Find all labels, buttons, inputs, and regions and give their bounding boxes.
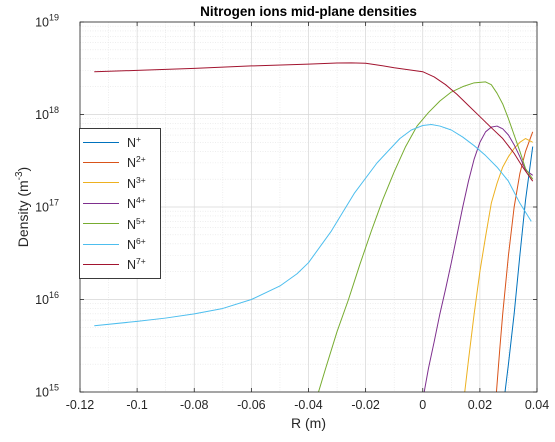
series-line-n3plus: [464, 138, 533, 392]
legend-label: N3+: [127, 174, 146, 191]
x-tick-label: 0: [419, 398, 426, 412]
legend-swatch: [83, 141, 119, 143]
legend-label: N+: [127, 133, 141, 150]
legend-entry: N5+: [80, 214, 160, 234]
x-tick-label: 0.04: [525, 398, 549, 412]
series-group: [94, 62, 534, 392]
legend-swatch: [83, 223, 119, 225]
chart-title: Nitrogen ions mid-plane densities: [200, 4, 417, 19]
legend-swatch: [83, 264, 119, 266]
legend-swatch: [83, 243, 119, 245]
x-tick-label: -0.04: [294, 398, 323, 412]
legend-label: N4+: [127, 195, 146, 212]
series-line-n2plus: [495, 131, 534, 392]
series-line-nplus: [504, 146, 534, 392]
legend-entry: N+: [80, 132, 160, 152]
x-tick-label: -0.08: [180, 398, 209, 412]
legend-swatch: [83, 162, 119, 164]
legend-label: N6+: [127, 235, 146, 252]
x-tick-label: -0.02: [351, 398, 380, 412]
y-tick-label: 1019: [35, 13, 59, 30]
series-line-n4plus: [423, 125, 534, 392]
y-axis-label: Density (m-3): [14, 167, 31, 247]
legend-label: N5+: [127, 215, 146, 232]
legend-entry: N7+: [80, 254, 160, 274]
legend-label: N2+: [127, 154, 146, 171]
series-line-n5plus: [318, 81, 534, 392]
legend-swatch: [83, 202, 119, 204]
y-tick-label: 1018: [35, 105, 59, 122]
legend-swatch: [83, 182, 119, 184]
x-tick-label: -0.06: [237, 398, 266, 412]
legend-entry: N2+: [80, 152, 160, 172]
y-tick-label: 1016: [35, 290, 59, 307]
legend-entry: N4+: [80, 193, 160, 213]
series-line-n7plus: [94, 62, 534, 182]
y-tick-label: 1017: [35, 198, 59, 215]
legend-entry: N6+: [80, 234, 160, 254]
x-tick-label: -0.1: [126, 398, 148, 412]
legend-label: N7+: [127, 256, 146, 273]
x-tick-label: 0.02: [468, 398, 492, 412]
y-tick-label: 1015: [35, 383, 59, 400]
legend: N+ N2+ N3+ N4+ N5+ N6+ N7+: [79, 128, 161, 279]
x-tick-label: -0.12: [66, 398, 95, 412]
series-line-n6plus: [94, 123, 532, 327]
x-axis-label: R (m): [291, 415, 326, 431]
legend-entry: N3+: [80, 173, 160, 193]
